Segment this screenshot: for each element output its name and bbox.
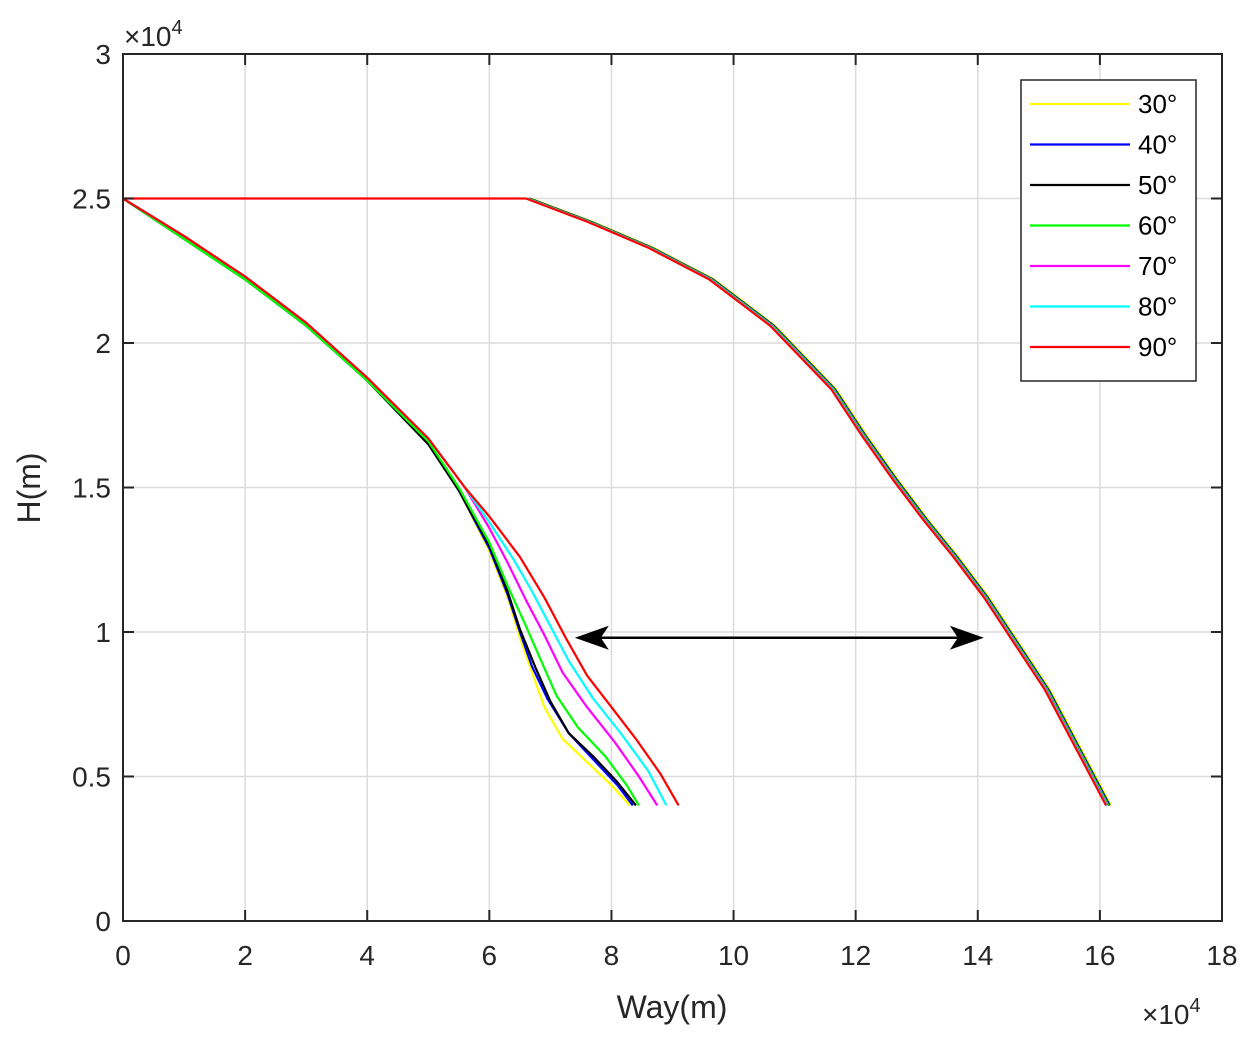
x-exponent-label: ×104 [1142, 995, 1201, 1030]
y-tick-label: 0 [95, 906, 111, 937]
x-tick-label: 4 [359, 940, 375, 971]
x-tick-label: 0 [115, 940, 131, 971]
legend: 30° 40° 50° 60° 70° 80° 90° [1020, 79, 1197, 382]
x-tick-label: 6 [482, 940, 498, 971]
y-tick-label: 0.5 [72, 762, 111, 793]
x-tick-label: 12 [840, 940, 871, 971]
arrow-head-left [574, 625, 609, 650]
y-exponent-label: ×104 [124, 17, 183, 52]
annotation-arrow [574, 625, 984, 650]
y-tick-label: 1 [95, 617, 111, 648]
y-tick-label: 1.5 [72, 473, 111, 504]
y-tick-label: 3 [95, 39, 111, 70]
x-tick-label: 2 [237, 940, 253, 971]
legend-label: 50° [1138, 170, 1177, 200]
x-axis-title: Way(m) [617, 989, 728, 1025]
y-tick-label: 2 [95, 328, 111, 359]
x-tick-label: 8 [604, 940, 620, 971]
ticks: 0 2 4 6 8 10 12 14 16 18 0 0.5 1 1.5 2 2.5 3 [72, 39, 1238, 971]
x-tick-label: 18 [1206, 940, 1237, 971]
shifted-series-line [525, 197, 1107, 806]
x-tick-label: 10 [718, 940, 749, 971]
arrow-head-right [949, 625, 984, 650]
y-tick-label: 2.5 [72, 184, 111, 215]
legend-box [1020, 79, 1197, 382]
series-line [123, 197, 640, 806]
legend-label: 90° [1138, 332, 1177, 362]
y-axis-title: H(m) [11, 452, 47, 523]
series-line [123, 197, 680, 806]
x-tick-label: 16 [1084, 940, 1115, 971]
legend-label: 30° [1138, 89, 1177, 119]
series-layer [123, 197, 1112, 807]
legend-label: 80° [1138, 292, 1177, 322]
legend-label: 40° [1138, 130, 1177, 160]
legend-label: 70° [1138, 251, 1177, 281]
x-tick-label: 14 [962, 940, 993, 971]
legend-label: 60° [1138, 211, 1177, 241]
